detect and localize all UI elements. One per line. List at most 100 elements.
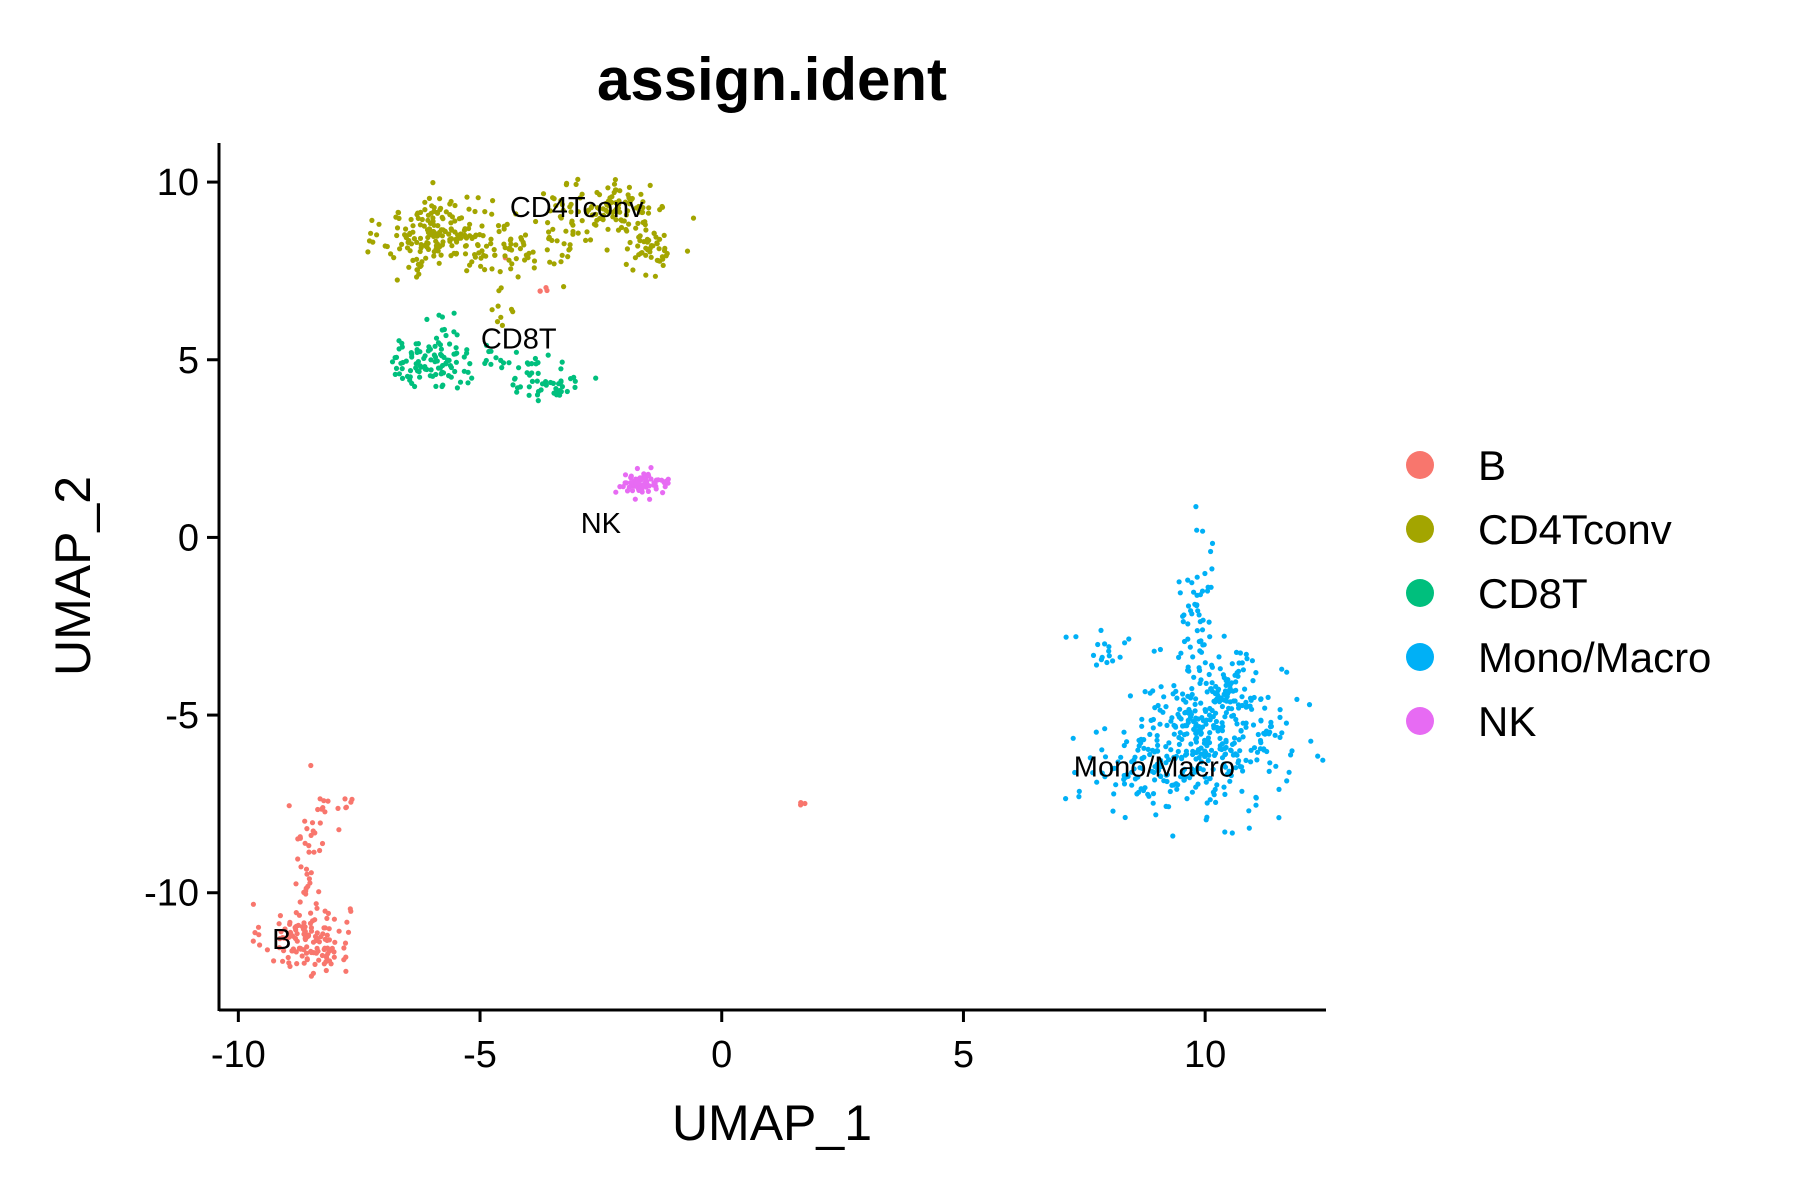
data-point: [1206, 619, 1212, 625]
data-point: [368, 230, 374, 236]
data-point: [1203, 721, 1209, 727]
data-point: [593, 222, 599, 228]
data-point: [447, 341, 453, 347]
data-point: [344, 919, 350, 925]
data-point: [290, 933, 296, 939]
data-point: [422, 207, 428, 213]
data-point: [1147, 751, 1153, 758]
data-point: [1213, 799, 1219, 806]
data-point: [392, 355, 398, 361]
points-layer: [250, 176, 1326, 979]
data-point: [308, 925, 314, 931]
data-point: [640, 205, 646, 211]
data-point: [644, 239, 651, 245]
data-point: [407, 230, 413, 236]
data-point: [1233, 716, 1239, 723]
data-point: [1178, 716, 1184, 722]
data-point: [557, 214, 564, 220]
data-point: [453, 345, 459, 351]
data-point: [303, 888, 309, 894]
y-tick-label: 10: [157, 162, 199, 204]
data-point: [1177, 590, 1183, 596]
data-point: [657, 258, 663, 264]
data-point: [1115, 759, 1121, 765]
data-point: [509, 261, 515, 267]
data-point: [1185, 577, 1191, 583]
data-point: [479, 223, 485, 229]
data-point: [1208, 686, 1214, 692]
data-point: [535, 398, 541, 404]
data-point: [502, 245, 508, 251]
data-point: [1175, 782, 1181, 788]
data-point: [1135, 747, 1141, 753]
data-point: [1198, 677, 1204, 683]
data-point: [1179, 754, 1185, 760]
series-mono-macro: [1063, 504, 1326, 839]
data-point: [1239, 660, 1245, 666]
data-point: [1217, 735, 1223, 742]
data-point: [643, 272, 649, 278]
data-point: [467, 361, 473, 367]
data-point: [518, 235, 524, 241]
data-point: [1187, 715, 1193, 722]
data-point: [1196, 665, 1202, 671]
data-point: [514, 389, 520, 395]
data-point: [308, 870, 314, 876]
data-point: [422, 242, 428, 248]
data-point: [1233, 679, 1239, 685]
data-point: [331, 949, 337, 955]
data-point: [304, 871, 310, 877]
data-point: [651, 480, 657, 486]
data-point: [623, 261, 629, 267]
data-point: [394, 232, 400, 239]
data-point: [1250, 722, 1257, 728]
data-point: [563, 182, 570, 188]
data-point: [554, 238, 560, 244]
data-point: [1254, 749, 1261, 755]
data-point: [442, 228, 448, 234]
data-point: [413, 365, 419, 371]
data-point: [1220, 723, 1226, 730]
data-point: [407, 368, 414, 374]
data-point: [410, 223, 416, 229]
data-point: [424, 227, 431, 233]
data-point: [1121, 781, 1128, 787]
data-point: [422, 353, 428, 359]
data-point: [435, 340, 442, 346]
data-point: [317, 796, 323, 802]
data-point: [594, 189, 600, 196]
data-point: [1208, 548, 1214, 555]
data-point: [1196, 612, 1202, 618]
data-point: [308, 910, 314, 916]
data-point: [1195, 608, 1201, 614]
data-point: [1223, 737, 1229, 744]
data-point: [388, 251, 394, 257]
data-point: [593, 375, 599, 381]
data-point: [626, 184, 633, 190]
data-point: [559, 359, 565, 365]
data-point: [623, 212, 630, 218]
data-point: [548, 379, 554, 386]
data-point: [1194, 602, 1200, 608]
legend-swatch: [1406, 579, 1434, 607]
chart-title: assign.ident: [597, 46, 947, 113]
data-point: [1142, 689, 1148, 695]
data-point: [271, 958, 277, 964]
data-point: [1184, 796, 1190, 802]
data-point: [1219, 746, 1225, 753]
data-point: [1228, 772, 1234, 779]
data-point: [513, 349, 520, 355]
data-point: [1176, 579, 1182, 585]
data-point: [391, 255, 397, 261]
data-point: [434, 210, 441, 216]
data-point: [408, 216, 414, 223]
data-point: [439, 353, 445, 359]
data-point: [1243, 757, 1249, 764]
data-point: [252, 930, 258, 936]
data-point: [1148, 717, 1154, 724]
data-point: [637, 238, 643, 244]
data-point: [461, 354, 467, 360]
data-point: [568, 209, 574, 215]
data-point: [1160, 709, 1166, 715]
